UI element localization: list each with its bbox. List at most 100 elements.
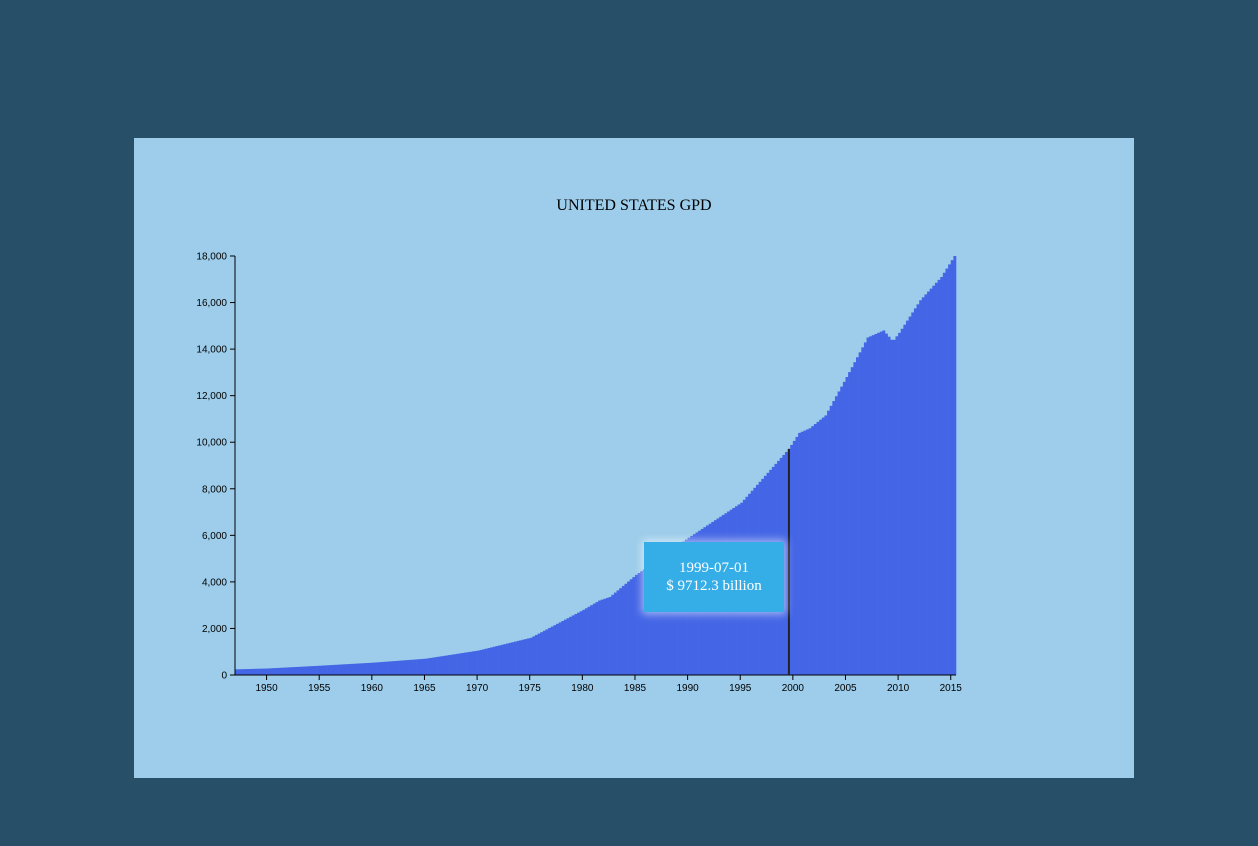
gdp-bar[interactable] [395, 660, 399, 675]
gdp-bar[interactable] [545, 629, 549, 675]
gdp-bar[interactable] [292, 667, 296, 675]
gdp-bar[interactable] [563, 619, 567, 675]
gdp-bar[interactable] [808, 428, 812, 675]
gdp-bar[interactable] [621, 585, 625, 675]
gdp-bar[interactable] [540, 632, 544, 675]
gdp-bar[interactable] [632, 577, 636, 675]
gdp-bar[interactable] [932, 285, 936, 675]
gdp-bar[interactable] [524, 639, 528, 675]
gdp-bar[interactable] [634, 574, 638, 675]
gdp-bar[interactable] [250, 668, 254, 675]
gdp-bar[interactable] [316, 665, 320, 675]
gdp-bar[interactable] [258, 668, 262, 675]
gdp-bar[interactable] [784, 451, 788, 675]
gdp-bar[interactable] [898, 332, 902, 675]
gdp-bar[interactable] [884, 333, 888, 675]
gdp-bar[interactable] [487, 647, 491, 675]
gdp-bar[interactable] [340, 664, 344, 675]
gdp-bar[interactable] [534, 634, 538, 675]
gdp-bar[interactable] [871, 335, 875, 675]
gdp-bar[interactable] [790, 444, 794, 675]
gdp-bar[interactable] [890, 339, 894, 675]
gdp-bar[interactable] [237, 669, 241, 675]
gdp-bar[interactable] [332, 664, 336, 675]
gdp-bar[interactable] [503, 644, 507, 675]
gdp-bar[interactable] [824, 415, 828, 675]
gdp-bar[interactable] [566, 618, 570, 675]
gdp-bar[interactable] [937, 279, 941, 675]
gdp-bar[interactable] [795, 436, 799, 675]
gdp-bar[interactable] [390, 661, 394, 675]
gdp-bar[interactable] [321, 665, 325, 675]
gdp-bar[interactable] [927, 291, 930, 675]
gdp-bar[interactable] [537, 633, 541, 675]
gdp-bar[interactable] [432, 657, 436, 675]
gdp-bar[interactable] [324, 665, 328, 675]
gdp-bar[interactable] [421, 658, 425, 675]
gdp-bar[interactable] [437, 656, 441, 675]
gdp-bar[interactable] [548, 627, 552, 675]
gdp-bar[interactable] [445, 655, 449, 675]
gdp-bar[interactable] [495, 646, 499, 675]
gdp-bar[interactable] [350, 663, 354, 675]
gdp-bar[interactable] [429, 657, 433, 675]
gdp-bar[interactable] [911, 312, 915, 675]
gdp-bar[interactable] [877, 332, 880, 675]
gdp-bar[interactable] [519, 640, 523, 675]
gdp-bar[interactable] [387, 661, 391, 675]
gdp-bar[interactable] [474, 650, 478, 675]
gdp-bar[interactable] [813, 423, 817, 675]
gdp-bar[interactable] [334, 664, 338, 675]
gdp-bar[interactable] [574, 614, 578, 675]
gdp-bar[interactable] [419, 659, 423, 675]
gdp-bar[interactable] [627, 581, 631, 675]
gdp-bar[interactable] [477, 650, 481, 675]
gdp-bar[interactable] [382, 661, 386, 675]
gdp-bar[interactable] [921, 297, 925, 675]
gdp-bar[interactable] [384, 661, 388, 675]
gdp-bar[interactable] [953, 256, 957, 675]
gdp-bar[interactable] [882, 330, 886, 675]
gdp-bar[interactable] [837, 391, 841, 675]
gdp-bar[interactable] [842, 381, 846, 675]
gdp-bar[interactable] [448, 655, 452, 675]
gdp-bar[interactable] [856, 357, 859, 675]
gdp-bar[interactable] [319, 665, 323, 675]
gdp-bar[interactable] [561, 620, 565, 675]
gdp-bar[interactable] [913, 308, 917, 675]
gdp-bar[interactable] [587, 606, 591, 675]
gdp-bar[interactable] [271, 668, 275, 675]
gdp-bar[interactable] [411, 659, 415, 675]
gdp-bar[interactable] [261, 668, 265, 675]
gdp-bar[interactable] [424, 658, 428, 675]
gdp-bar[interactable] [850, 367, 854, 675]
gdp-bar[interactable] [924, 294, 928, 675]
gdp-bar[interactable] [242, 669, 246, 675]
gdp-bar[interactable] [816, 421, 820, 675]
gdp-bar[interactable] [348, 664, 352, 675]
gdp-bar[interactable] [666, 552, 670, 675]
gdp-bar[interactable] [874, 333, 878, 675]
gdp-bar[interactable] [400, 660, 404, 675]
gdp-bar[interactable] [282, 667, 286, 675]
gdp-bar[interactable] [269, 668, 273, 675]
gdp-bar[interactable] [863, 342, 867, 675]
gdp-bar[interactable] [800, 431, 804, 675]
gdp-bar[interactable] [274, 668, 278, 675]
gdp-bar[interactable] [919, 300, 923, 675]
gdp-bar[interactable] [584, 608, 588, 675]
gdp-bar[interactable] [471, 651, 475, 675]
gdp-bar[interactable] [403, 660, 407, 675]
gdp-bar[interactable] [550, 626, 554, 675]
gdp-bar[interactable] [377, 662, 381, 675]
gdp-bar[interactable] [806, 429, 809, 675]
gdp-bar[interactable] [600, 599, 604, 675]
gdp-bar[interactable] [306, 666, 309, 675]
gdp-bar[interactable] [556, 623, 559, 675]
gdp-bar[interactable] [240, 669, 244, 675]
gdp-bar[interactable] [590, 605, 594, 675]
gdp-bar[interactable] [482, 649, 486, 675]
gdp-bar[interactable] [466, 652, 470, 675]
gdp-bar[interactable] [398, 660, 402, 675]
gdp-bar[interactable] [490, 647, 494, 675]
